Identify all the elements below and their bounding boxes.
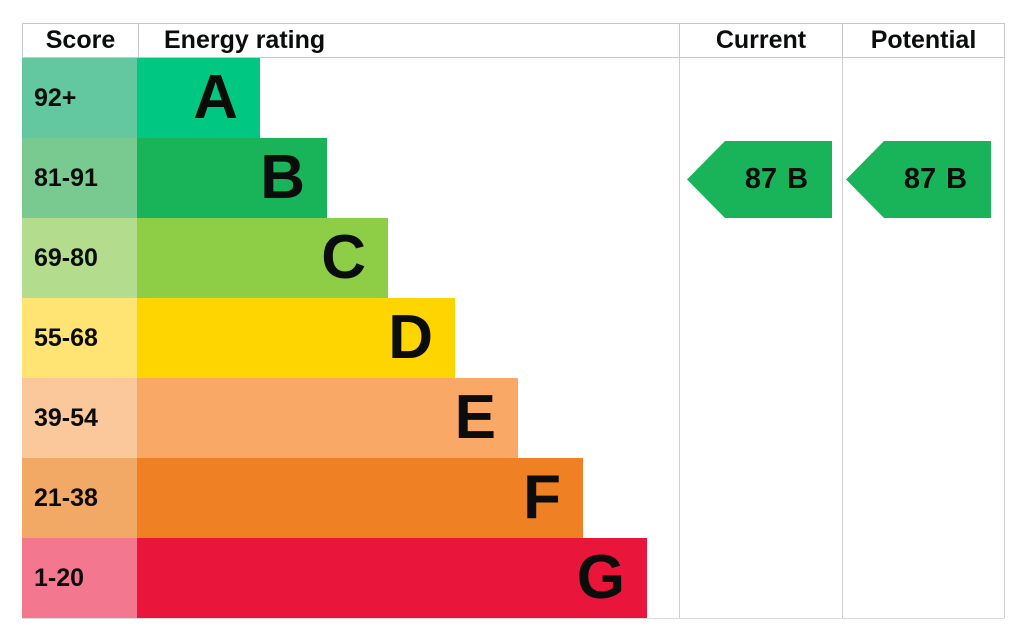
band-letter: D — [388, 303, 433, 372]
score-range-label: 55-68 — [22, 298, 137, 378]
band-letter: B — [260, 143, 305, 212]
rating-band-b: B — [137, 138, 327, 218]
current-rating-band: B — [787, 163, 809, 195]
score-range-label: 1-20 — [22, 538, 137, 618]
rating-band-f: F — [137, 458, 583, 538]
band-letter: F — [523, 463, 561, 532]
column-header-potential: Potential — [842, 23, 1005, 58]
band-letter: G — [576, 543, 625, 612]
band-letter: E — [454, 383, 496, 452]
potential-column-divider — [842, 58, 843, 618]
score-range-label: 21-38 — [22, 458, 137, 538]
right-border-line — [1004, 58, 1005, 618]
rating-band-d: D — [137, 298, 455, 378]
band-letter: C — [321, 223, 366, 292]
rating-band-a: A — [137, 58, 260, 138]
potential-rating-score: 87 — [903, 163, 937, 195]
score-range-label: 92+ — [22, 58, 137, 138]
bottom-border-line — [22, 618, 1005, 619]
potential-rating-band: B — [946, 163, 968, 195]
current-column-divider — [679, 58, 680, 618]
column-header-current: Current — [679, 23, 843, 58]
current-rating-arrow-icon: 87 B — [687, 141, 832, 218]
potential-rating-arrow-icon: 87 B — [846, 141, 991, 218]
column-header-energy-rating: Energy rating — [138, 23, 680, 58]
rating-band-e: E — [137, 378, 518, 458]
band-letter: A — [193, 63, 238, 132]
score-range-label: 39-54 — [22, 378, 137, 458]
rating-band-c: C — [137, 218, 388, 298]
column-header-score: Score — [22, 23, 139, 58]
current-rating-score: 87 — [744, 163, 778, 195]
rating-band-g: G — [137, 538, 647, 618]
score-range-label: 81-91 — [22, 138, 137, 218]
score-range-label: 69-80 — [22, 218, 137, 298]
